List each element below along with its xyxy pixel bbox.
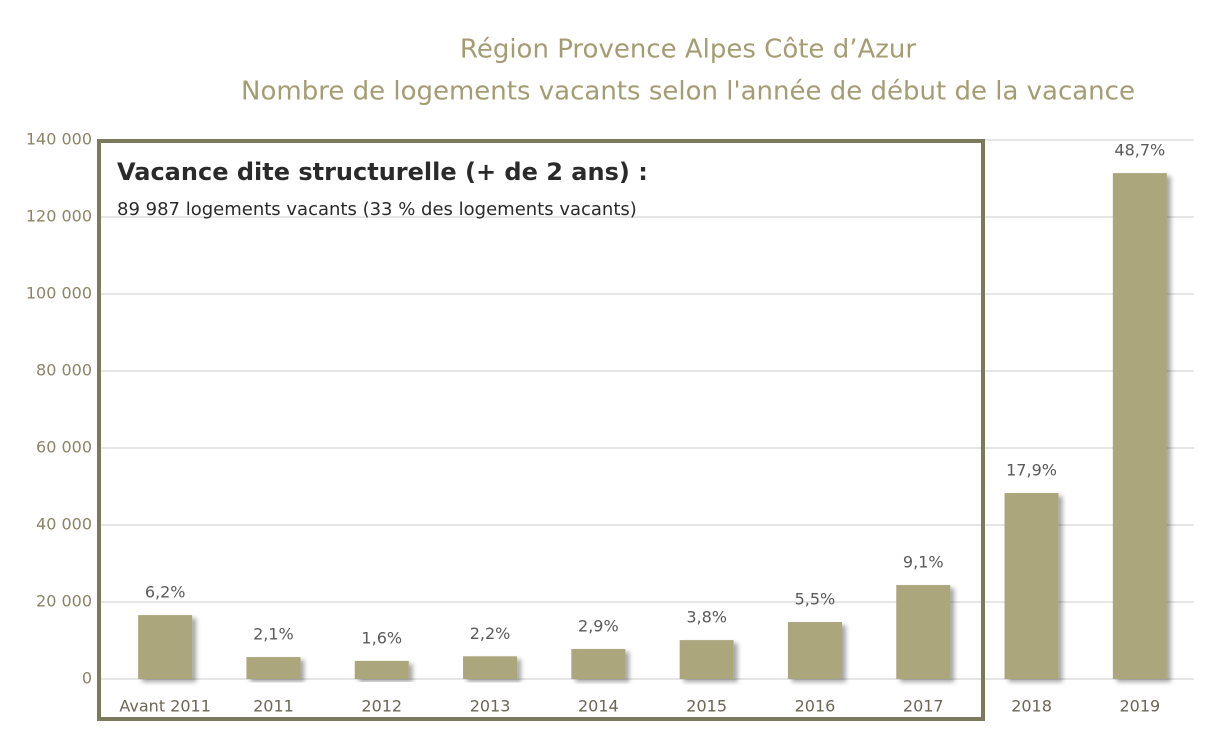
y-tick-label: 140 000 <box>26 130 92 149</box>
data-label: 6,2% <box>145 583 186 602</box>
bar <box>246 657 301 679</box>
data-label: 2,2% <box>470 624 511 643</box>
x-tick-label: Avant 2011 <box>119 697 211 716</box>
bar <box>463 656 518 679</box>
bar <box>571 648 626 679</box>
y-tick-label: 60 000 <box>36 438 92 457</box>
y-tick-label: 80 000 <box>36 361 92 380</box>
y-tick-label: 0 <box>82 669 92 688</box>
x-tick-label: 2012 <box>361 697 402 716</box>
chart-subtitle: Nombre de logements vacants selon l'anné… <box>241 77 1135 107</box>
bar <box>354 660 409 679</box>
y-tick-label: 20 000 <box>36 592 92 611</box>
y-tick-label: 100 000 <box>26 284 92 303</box>
bars: Avant 2011 6,2% 2011 2,1% 2012 1,6% 2013 2,2% 20… <box>119 141 1167 716</box>
x-tick-label: 2017 <box>903 697 944 716</box>
bar <box>138 615 193 679</box>
x-tick-label: 2015 <box>686 697 727 716</box>
data-label: 1,6% <box>361 628 402 647</box>
data-label: 3,8% <box>686 608 727 627</box>
bar <box>896 585 951 679</box>
x-tick-label: 2014 <box>578 697 619 716</box>
data-label: 5,5% <box>795 590 836 609</box>
chart-title: Région Provence Alpes Côte d’Azur <box>460 35 916 65</box>
data-label: 48,7% <box>1114 141 1165 160</box>
bar <box>679 640 734 679</box>
bar <box>1112 173 1167 680</box>
x-tick-label: 2011 <box>253 697 294 716</box>
data-label: 9,1% <box>903 553 944 572</box>
y-tick-label: 120 000 <box>26 207 92 226</box>
bar <box>1004 493 1059 679</box>
data-label: 17,9% <box>1006 461 1057 480</box>
y-tick-label: 40 000 <box>36 515 92 534</box>
data-label: 2,9% <box>578 616 619 635</box>
annotation-title: Vacance dite structurelle (+ de 2 ans) : <box>117 158 648 186</box>
bar <box>787 622 842 679</box>
x-tick-label: 2019 <box>1119 697 1160 716</box>
x-tick-label: 2018 <box>1011 697 1052 716</box>
x-tick-label: 2013 <box>470 697 511 716</box>
annotation-box <box>97 139 985 721</box>
x-tick-label: 2016 <box>795 697 836 716</box>
data-label: 2,1% <box>253 625 294 644</box>
annotation-text: 89 987 logements vacants (33 % des logem… <box>117 199 637 220</box>
grid: 0 20 000 40 000 60 000 80 000 100 000 120 000 1… <box>26 130 1194 688</box>
